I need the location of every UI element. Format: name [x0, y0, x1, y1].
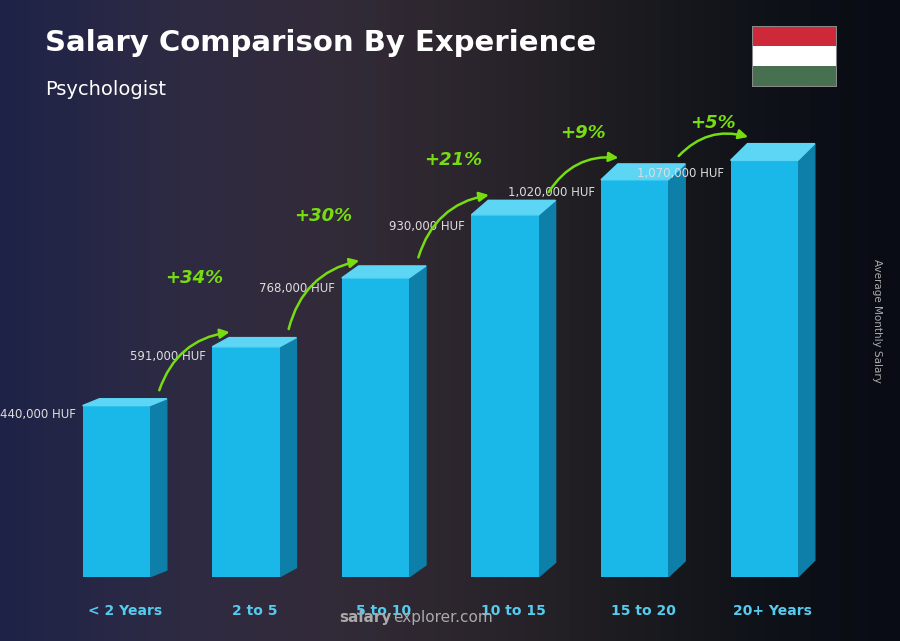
Polygon shape — [410, 266, 426, 577]
Text: Psychologist: Psychologist — [45, 80, 166, 99]
Bar — [601, 179, 669, 577]
Text: +21%: +21% — [424, 151, 482, 169]
Text: Salary Comparison By Experience: Salary Comparison By Experience — [45, 29, 596, 57]
Bar — [752, 26, 837, 46]
Text: 15 to 20: 15 to 20 — [611, 604, 676, 618]
Text: < 2 Years: < 2 Years — [87, 604, 162, 618]
Polygon shape — [798, 144, 814, 577]
Text: 20+ Years: 20+ Years — [734, 604, 812, 618]
Text: 440,000 HUF: 440,000 HUF — [0, 408, 76, 421]
Polygon shape — [150, 399, 166, 577]
Polygon shape — [280, 338, 296, 577]
Bar — [472, 215, 539, 577]
Text: +5%: +5% — [689, 114, 735, 132]
Text: +34%: +34% — [165, 269, 223, 287]
Text: Average Monthly Salary: Average Monthly Salary — [872, 258, 883, 383]
Polygon shape — [601, 164, 685, 179]
Bar — [752, 46, 837, 66]
Bar — [83, 406, 150, 577]
Text: 930,000 HUF: 930,000 HUF — [389, 221, 465, 233]
Text: 5 to 10: 5 to 10 — [356, 604, 411, 618]
Bar — [212, 347, 280, 577]
Polygon shape — [472, 201, 555, 215]
Text: +9%: +9% — [560, 124, 606, 142]
Text: 768,000 HUF: 768,000 HUF — [259, 283, 336, 296]
Bar — [731, 160, 798, 577]
Text: explorer.com: explorer.com — [393, 610, 493, 625]
Polygon shape — [539, 201, 555, 577]
Bar — [342, 278, 410, 577]
Text: 1,020,000 HUF: 1,020,000 HUF — [508, 186, 595, 199]
Text: 2 to 5: 2 to 5 — [231, 604, 277, 618]
Bar — [752, 66, 837, 87]
Text: 1,070,000 HUF: 1,070,000 HUF — [637, 167, 724, 179]
Polygon shape — [83, 399, 166, 406]
Polygon shape — [212, 338, 296, 347]
Polygon shape — [731, 144, 814, 160]
Text: +30%: +30% — [294, 207, 353, 225]
Polygon shape — [342, 266, 426, 278]
Polygon shape — [669, 164, 685, 577]
Text: 591,000 HUF: 591,000 HUF — [130, 350, 206, 363]
Text: 10 to 15: 10 to 15 — [482, 604, 546, 618]
Text: salary: salary — [339, 610, 392, 625]
